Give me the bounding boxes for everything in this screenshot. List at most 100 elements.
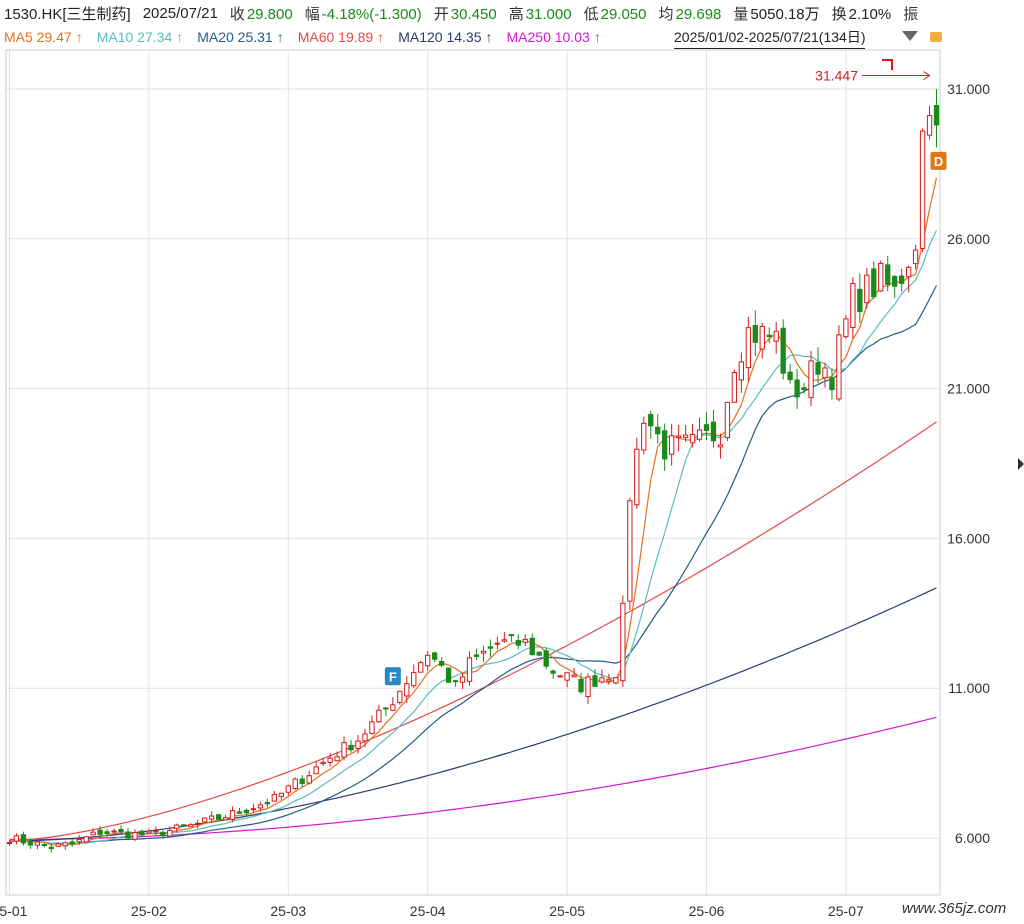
candle-body — [522, 638, 528, 643]
candle-body — [397, 690, 403, 703]
y-tick-label: 26.000 — [947, 231, 990, 247]
candle-body — [341, 742, 347, 758]
candle-body — [571, 674, 577, 678]
candle-body — [585, 676, 591, 698]
x-tick-label: 25-06 — [689, 903, 725, 919]
candle-body — [480, 650, 487, 654]
candle-body — [299, 778, 305, 784]
ma-trend-arrow-icon: ↑ — [276, 29, 284, 45]
candle-body — [473, 654, 480, 658]
candle-body — [41, 844, 47, 847]
candle-body — [871, 268, 877, 298]
corner-marker-icon — [882, 59, 893, 70]
lock-icon[interactable] — [930, 32, 942, 42]
high-value: 31.000 — [525, 5, 572, 23]
candle-body — [529, 637, 535, 656]
candle-body — [83, 836, 89, 843]
close-label: 收 — [229, 5, 245, 23]
ma-legend-item: MA20 25.31 ↑ — [197, 29, 284, 45]
candle-body — [69, 841, 75, 845]
open-label: 开 — [433, 5, 449, 23]
close-value: 29.800 — [246, 5, 293, 23]
ma20-line — [9, 285, 938, 844]
candle-body — [139, 830, 145, 836]
vol-label: 量 — [733, 5, 749, 23]
candle-body — [675, 435, 682, 439]
candle-body — [634, 448, 640, 506]
candle-body — [905, 266, 912, 278]
ma-legend-item: MA5 29.47 ↑ — [4, 29, 83, 45]
ma-legend-label: MA5 29.47 — [4, 29, 72, 45]
candle-body — [717, 444, 724, 448]
scroll-right-icon — [1018, 458, 1024, 470]
candle-body — [320, 761, 326, 765]
ma-legend-label: MA120 14.35 — [398, 29, 482, 45]
candle-body — [843, 318, 849, 338]
candle-body — [390, 704, 396, 711]
candle-body — [438, 660, 445, 666]
candle-body — [878, 262, 884, 292]
y-tick-label: 21.000 — [947, 381, 990, 397]
event-marker — [930, 151, 947, 170]
event-marker — [384, 667, 401, 686]
candle-body — [668, 435, 675, 455]
candle-body — [111, 830, 117, 833]
date-range[interactable]: 2025/01/02-2025/07/21(134日) — [674, 27, 866, 49]
y-tick-label: 6.000 — [955, 830, 990, 846]
candle-body — [662, 430, 668, 460]
candle-body — [411, 672, 417, 687]
ma-trend-arrow-icon: ↑ — [485, 29, 493, 45]
candle-body — [864, 274, 870, 304]
candle-body — [682, 434, 689, 439]
x-tick-label: 25-01 — [0, 903, 28, 919]
candle-body — [543, 650, 549, 667]
candle-body — [90, 831, 96, 836]
ma-legend-label: MA60 19.89 — [297, 29, 374, 45]
ma-trend-arrow-icon: ↑ — [176, 29, 184, 45]
change-label: 幅 — [304, 5, 320, 23]
change-value: -4.18%(-1.300) — [321, 5, 422, 23]
candle-body — [641, 422, 647, 451]
candle-body — [222, 817, 229, 821]
candle-body — [348, 744, 354, 751]
candle-body — [362, 733, 368, 742]
candle-body — [822, 367, 828, 379]
candle-body — [724, 401, 731, 439]
candle-body — [773, 330, 779, 342]
candle-body — [759, 325, 765, 350]
candle-body — [118, 829, 124, 833]
candle-body — [160, 831, 166, 837]
candle-body — [278, 792, 284, 797]
candle-body — [181, 824, 187, 827]
candle-body — [885, 264, 891, 285]
candle-body — [313, 766, 319, 775]
candle-body — [752, 325, 758, 343]
symbol[interactable]: 1530.HK[三生制药] — [4, 5, 131, 23]
candle-body — [933, 104, 940, 126]
high-label: 高 — [508, 5, 524, 23]
candle-body — [710, 421, 717, 442]
candle-body — [892, 276, 898, 287]
candle-body — [459, 676, 466, 683]
candle-body — [536, 651, 542, 656]
low-field: 低 29.050 — [584, 3, 647, 24]
ma120-line — [9, 587, 937, 842]
range-dropdown-icon[interactable] — [902, 31, 918, 41]
candle-body — [696, 429, 703, 440]
candle-body — [208, 815, 215, 820]
candle-body — [418, 662, 424, 673]
candle-body — [306, 775, 312, 784]
candle-body — [466, 657, 473, 682]
candle-body — [857, 288, 863, 313]
candle-body — [188, 824, 194, 828]
candle-body — [452, 680, 459, 683]
ma-legend-label: MA20 25.31 — [197, 29, 273, 45]
candle-body — [557, 675, 563, 678]
candle-body — [327, 757, 333, 763]
low-label: 低 — [583, 5, 599, 23]
x-tick-label: 25-04 — [410, 903, 446, 919]
vol-value: 5050.18万 — [750, 5, 820, 23]
turn-value: 2.10% — [848, 5, 892, 23]
event-marker-label: D — [934, 154, 943, 169]
